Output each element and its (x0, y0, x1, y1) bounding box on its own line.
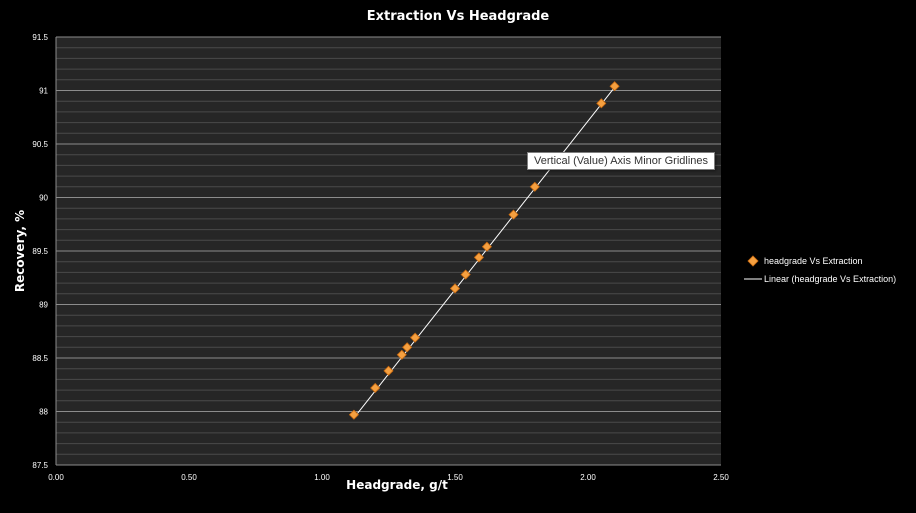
y-tick-label: 89.5 (32, 247, 48, 256)
chart-title: Extraction Vs Headgrade (367, 9, 550, 24)
data-point[interactable] (609, 81, 620, 92)
y-tick-label: 90.5 (32, 140, 48, 149)
data-point[interactable] (473, 252, 485, 263)
trendline-group (353, 86, 615, 419)
y-tick-label: 88 (39, 408, 48, 417)
legend-series-label: headgrade Vs Extraction (764, 256, 863, 266)
data-point[interactable] (383, 365, 394, 376)
linear-trendline[interactable] (353, 86, 615, 419)
y-tick-label: 90 (39, 194, 48, 203)
legend[interactable]: headgrade Vs Extraction Linear (headgrad… (744, 255, 896, 284)
legend-trendline-label: Linear (headgrade Vs Extraction) (764, 274, 896, 284)
x-tick-label: 0.50 (181, 473, 197, 482)
x-axis-title: Headgrade, g/t (346, 478, 448, 492)
data-point[interactable] (396, 349, 407, 360)
data-point[interactable] (529, 181, 540, 192)
y-tick-label: 88.5 (32, 354, 48, 363)
grid-lines (56, 36, 721, 455)
x-tick-label: 1.00 (314, 473, 330, 482)
data-point[interactable] (481, 241, 492, 252)
data-points (348, 81, 620, 420)
data-point[interactable] (410, 332, 421, 343)
gridlines-tooltip: Vertical (Value) Axis Minor Gridlines (527, 152, 716, 170)
y-axis-title: Recovery, % (13, 210, 27, 292)
x-tick-label: 2.00 (580, 473, 596, 482)
data-point[interactable] (596, 98, 607, 109)
y-tick-label: 91 (39, 87, 48, 96)
legend-diamond-icon (747, 255, 759, 267)
x-tick-label: 2.50 (713, 473, 729, 482)
data-point[interactable] (370, 382, 381, 394)
y-tick-labels: 87.5 88 88.5 89 89.5 90 90.5 91 91.5 (32, 33, 48, 470)
data-point[interactable] (348, 409, 359, 420)
data-point[interactable] (460, 269, 471, 280)
data-point[interactable] (449, 283, 461, 294)
y-tick-label: 87.5 (32, 461, 48, 470)
x-tick-label: 1.50 (447, 473, 463, 482)
y-tick-label: 89 (39, 301, 48, 310)
x-tick-labels: 0.00 0.50 1.00 1.50 2.00 2.50 (48, 473, 729, 482)
y-tick-label: 91.5 (32, 33, 48, 42)
data-point[interactable] (402, 342, 413, 353)
x-tick-label: 0.00 (48, 473, 64, 482)
data-point[interactable] (508, 209, 519, 220)
